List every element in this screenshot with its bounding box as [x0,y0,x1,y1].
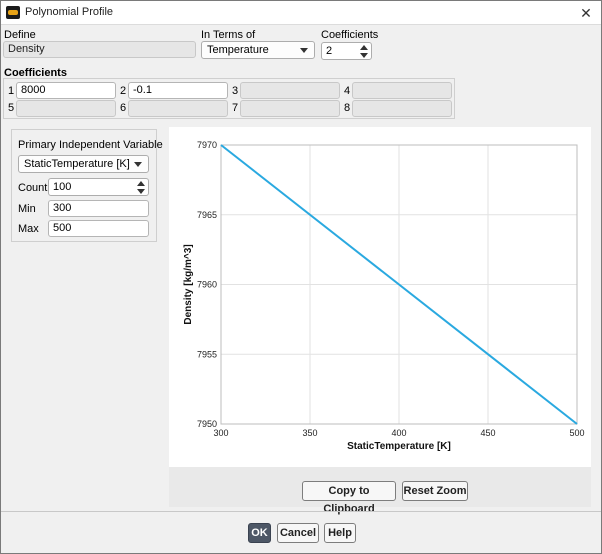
plot-area[interactable]: 300 350 400 450 500 7950 7955 7960 7965 7970 Stati… [169,127,591,467]
in-terms-of-dropdown[interactable]: Temperature [201,41,315,59]
close-icon[interactable]: ✕ [580,5,592,21]
coefficient-index: 4 [344,85,351,97]
independent-variable-value: StaticTemperature [K] [24,158,130,170]
independent-variable-dropdown[interactable]: StaticTemperature [K] [18,155,149,173]
in-terms-of-label: In Terms of [201,29,256,41]
coefficients-count-label: Coefficients [321,29,379,41]
coefficient-7-field [240,100,340,117]
density-chart: 300 350 400 450 500 7950 7955 7960 7965 7970 Stati… [183,140,585,452]
define-label: Define [4,29,36,41]
min-field[interactable]: 300 [48,200,149,217]
coefficient-6-field [128,100,228,117]
min-label: Min [18,203,36,215]
spin-up-icon[interactable] [137,181,145,186]
y-tick-label: 7965 [197,210,217,220]
independent-variable-title: Primary Independent Variable [18,139,163,151]
x-tick-label: 350 [302,428,317,438]
coefficients-group: 1 8000 2 -0.1 3 4 5 6 7 8 [3,78,455,119]
coefficient-index: 5 [8,102,15,114]
copy-to-clipboard-button[interactable]: Copy to Clipboard [302,481,396,515]
count-label: Count [18,182,48,194]
plot-frame [220,144,578,425]
coefficient-3-field [240,82,340,99]
coefficient-index: 1 [8,85,15,97]
x-tick-label: 500 [569,428,584,438]
coefficient-1-field[interactable]: 8000 [16,82,116,99]
spin-up-icon[interactable] [360,45,368,50]
coefficient-index: 2 [120,85,127,97]
window-title: Polynomial Profile [25,6,114,18]
count-spinner[interactable]: 100 [48,178,149,196]
coefficient-index: 3 [232,85,239,97]
independent-variable-group: Primary Independent Variable StaticTempe… [11,129,163,242]
coefficients-count-spinner[interactable]: 2 [321,42,372,60]
coefficient-index: 8 [344,102,351,114]
define-field: Density [3,41,196,58]
footer-divider [1,511,601,512]
y-axis-label: Density [kg/m^3] [183,244,194,324]
ok-button[interactable]: OK [248,523,271,543]
x-tick-label: 300 [213,428,228,438]
app-logo-icon [6,6,20,19]
y-tick-label: 7955 [197,349,217,359]
reset-zoom-button[interactable]: Reset Zoom [402,481,468,501]
spin-down-icon[interactable] [360,53,368,58]
y-tick-label: 7960 [197,280,217,290]
coefficient-index: 6 [120,102,127,114]
chevron-down-icon [300,48,308,53]
coefficient-4-field [352,82,452,99]
in-terms-of-value: Temperature [207,44,269,56]
cancel-button[interactable]: Cancel [277,523,319,543]
coefficient-5-field [16,100,116,117]
title-bar: Polynomial Profile ✕ [1,1,601,25]
max-label: Max [18,223,39,235]
plot-toolbar: Copy to Clipboard Reset Zoom [169,467,591,515]
max-field[interactable]: 500 [48,220,149,237]
y-tick-label: 7970 [197,140,217,150]
chevron-down-icon [134,162,142,167]
y-tick-label: 7950 [197,419,217,429]
x-axis-label: StaticTemperature [K] [347,441,451,452]
coefficients-count-value: 2 [326,45,333,57]
coefficient-8-field [352,100,452,117]
coefficients-heading: Coefficients [4,67,67,79]
series-line [220,144,578,425]
help-button[interactable]: Help [324,523,356,543]
spin-down-icon[interactable] [137,189,145,194]
x-tick-label: 400 [391,428,406,438]
coefficient-2-field[interactable]: -0.1 [128,82,228,99]
coefficient-index: 7 [232,102,239,114]
x-tick-label: 450 [480,428,495,438]
count-value: 100 [53,181,72,193]
